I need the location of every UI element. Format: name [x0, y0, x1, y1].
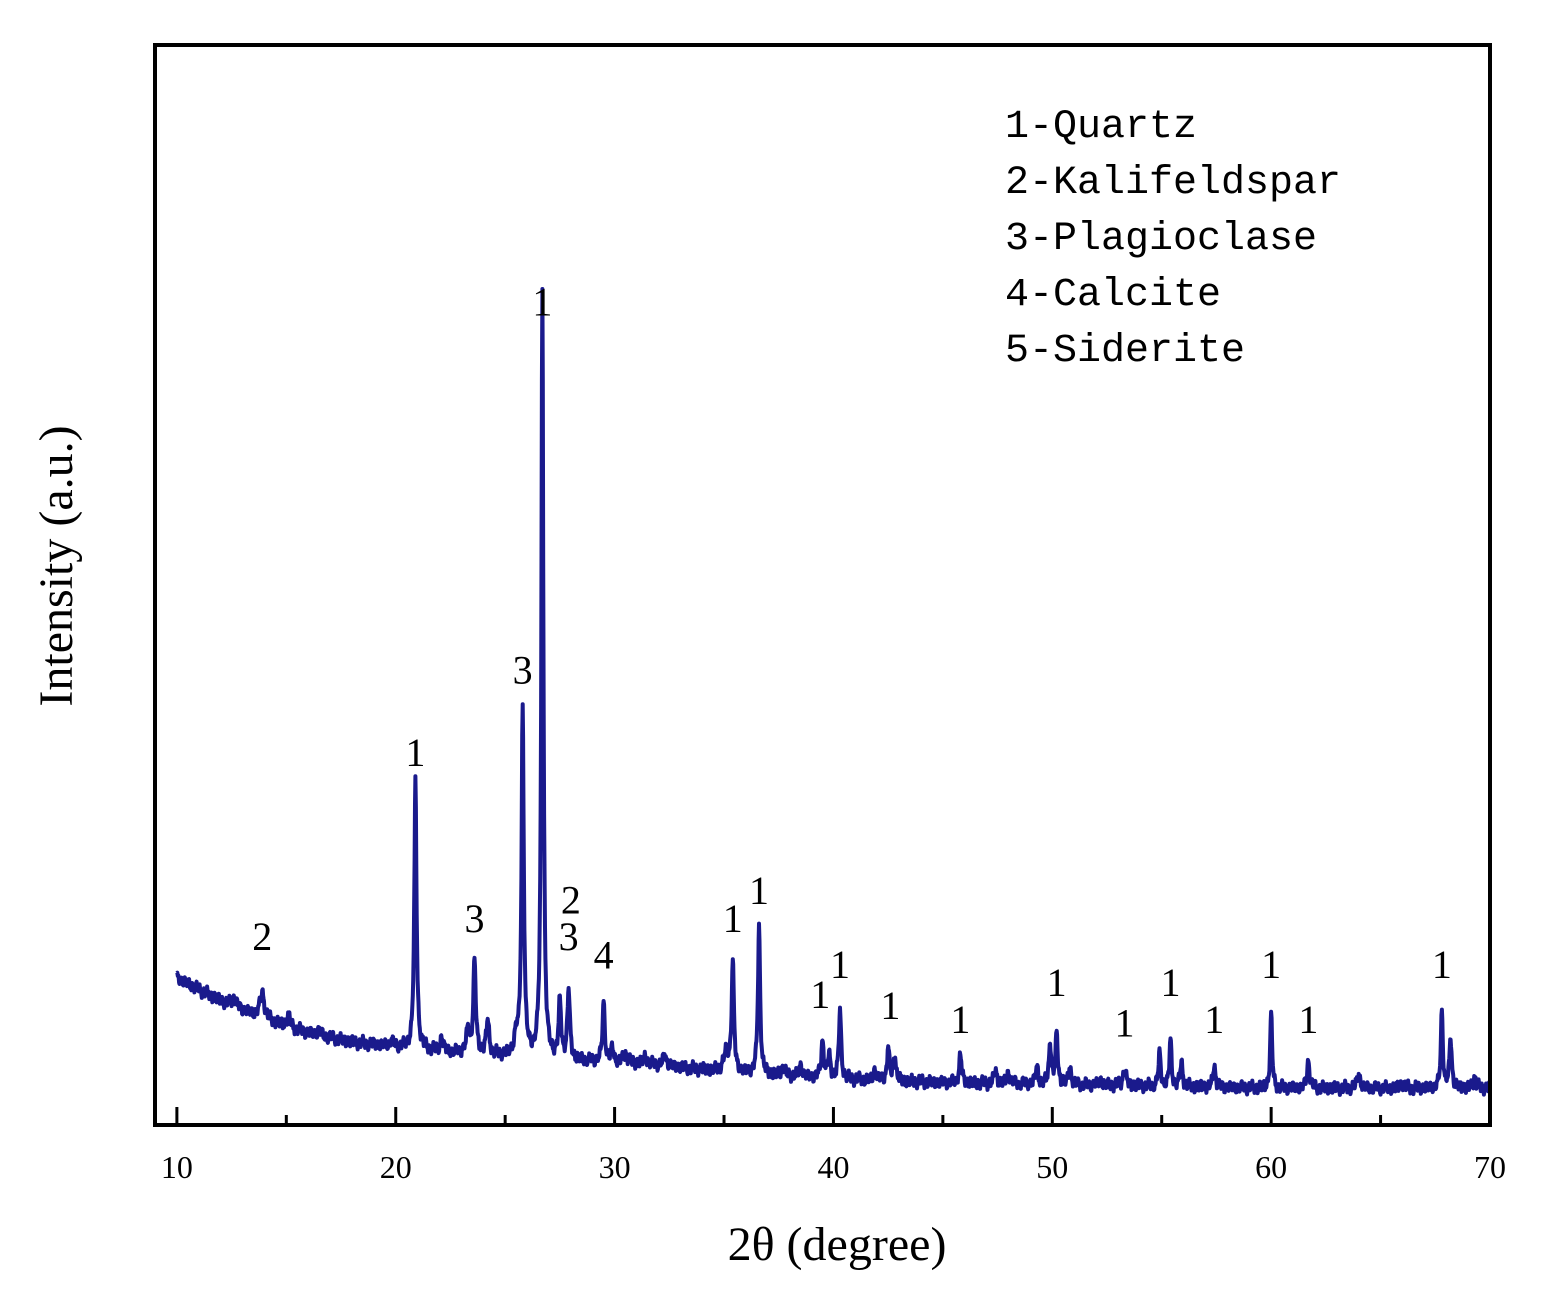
x-tick-label: 20: [380, 1149, 412, 1185]
x-tick-label: 30: [599, 1149, 631, 1185]
legend-entry: 2-Kalifeldspar: [1005, 161, 1341, 206]
x-axis-title: 2θ (degree): [728, 1218, 947, 1271]
x-tick-label: 10: [161, 1149, 193, 1185]
peak-label: 1: [1432, 942, 1452, 987]
legend-entry: 5-Siderite: [1005, 329, 1245, 374]
peak-label: 1: [1261, 942, 1281, 987]
peak-label: 1: [810, 972, 830, 1017]
x-tick-label: 40: [817, 1149, 849, 1185]
peak-label: 2: [561, 877, 581, 922]
legend-entry: 1-Quartz: [1005, 105, 1197, 150]
plot-frame: [153, 43, 1492, 1127]
peak-label: 1: [723, 896, 743, 941]
peak-label: 1: [880, 983, 900, 1028]
peak-label: 3: [465, 896, 485, 941]
peak-label: 1: [1115, 1001, 1135, 1046]
xrd-pattern-line: [175, 287, 1490, 1097]
peak-label: 4: [594, 933, 614, 978]
legend: 1-Quartz 2-Kalifeldspar 3-Plagioclase 4-Cal…: [1005, 105, 1341, 374]
peak-label: 3: [559, 914, 579, 959]
peak-label: 2: [252, 914, 272, 959]
peak-label: 1: [1160, 960, 1180, 1005]
peak-label: 1: [532, 279, 552, 324]
x-tick-label: 70: [1474, 1149, 1506, 1185]
peak-label: 3: [513, 647, 533, 692]
legend-entry: 4-Calcite: [1005, 273, 1221, 318]
peak-label: 1: [749, 868, 769, 913]
x-tick-label: 60: [1255, 1149, 1287, 1185]
peak-label: 1: [1204, 997, 1224, 1042]
peak-label: 1: [1298, 997, 1318, 1042]
peak-label: 1: [405, 730, 425, 775]
legend-entry: 3-Plagioclase: [1005, 217, 1317, 262]
y-axis-title: Intensity (a.u.): [30, 425, 83, 706]
peak-label: 1: [950, 997, 970, 1042]
peak-label: 1: [830, 942, 850, 987]
peak-label: 1: [1047, 960, 1067, 1005]
x-tick-label: 50: [1036, 1149, 1068, 1185]
